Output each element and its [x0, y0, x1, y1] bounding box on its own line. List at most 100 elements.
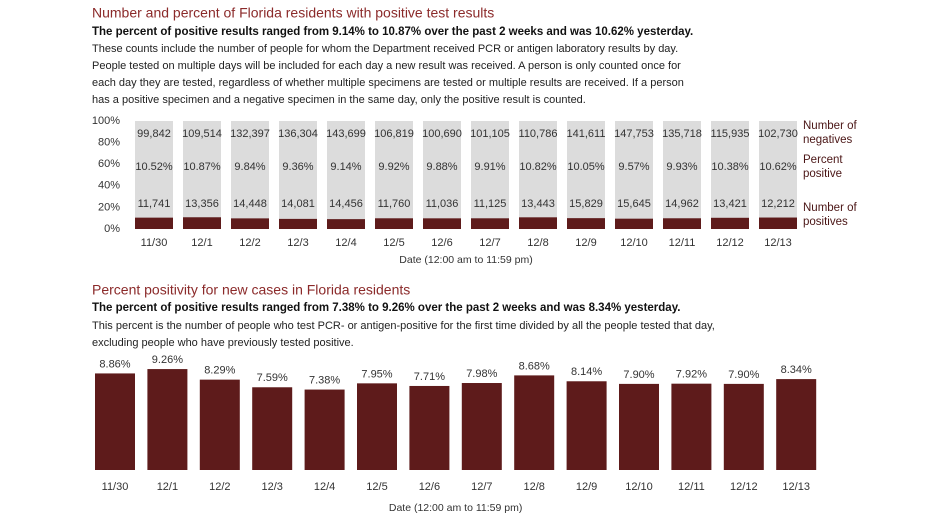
negatives-label: 141,611	[567, 128, 606, 140]
x-tick-label: 12/6	[431, 237, 452, 249]
section-subtitle: The percent of positive results ranged f…	[92, 26, 693, 38]
x-tick-label: 12/11	[669, 237, 696, 249]
x-tick-label: 12/6	[419, 481, 440, 493]
bar-track	[183, 121, 221, 229]
bar-track	[615, 121, 653, 229]
x-tick-label: 12/2	[209, 481, 230, 493]
value-label: 7.59%	[257, 372, 288, 384]
bar-track	[711, 121, 749, 229]
bar-track	[231, 121, 269, 229]
positives-label: 11,036	[426, 198, 459, 210]
positives-label: 12,212	[761, 198, 795, 210]
section-note: These counts include the number of peopl…	[92, 43, 678, 55]
bar-track	[423, 121, 461, 229]
x-axis-label: Date (12:00 am to 11:59 pm)	[399, 254, 532, 266]
bar-track	[759, 121, 797, 229]
bar-track	[663, 121, 701, 229]
percent-label: 10.87%	[183, 161, 221, 173]
bar-track	[471, 121, 509, 229]
bar	[375, 218, 413, 229]
bar	[461, 383, 502, 470]
value-label: 8.29%	[204, 365, 235, 377]
x-tick-label: 12/8	[527, 237, 548, 249]
positives-label: 15,645	[617, 198, 651, 210]
section-note: excluding people who have previously tes…	[92, 337, 354, 349]
bar	[619, 383, 659, 470]
positives-label: 13,421	[713, 198, 747, 210]
positives-label: 15,829	[569, 198, 603, 210]
percent-label: 9.36%	[282, 161, 313, 173]
positives-label: 14,962	[665, 198, 699, 210]
x-tick-label: 12/1	[157, 481, 178, 493]
bar	[231, 218, 269, 229]
x-tick-label: 12/7	[479, 237, 500, 249]
bar	[147, 369, 188, 470]
value-label: 7.38%	[309, 374, 340, 386]
negatives-label: 147,753	[614, 128, 654, 140]
percent-label: 9.93%	[666, 161, 697, 173]
bar	[519, 217, 557, 229]
negatives-label: 143,699	[326, 128, 366, 140]
percent-label: 10.38%	[711, 161, 749, 173]
negatives-label: 132,397	[230, 128, 270, 140]
value-label: 7.71%	[414, 371, 445, 383]
value-label: 7.95%	[361, 368, 392, 380]
y-tick-label: 40%	[98, 180, 120, 192]
value-label: 7.98%	[466, 368, 497, 380]
bar	[183, 217, 221, 229]
bar	[471, 218, 509, 229]
positives-label: 11,125	[474, 198, 507, 210]
positives-label: 13,356	[185, 198, 219, 210]
percent-label: 9.88%	[426, 161, 457, 173]
bar	[135, 217, 173, 229]
positives-label: 11,760	[378, 198, 411, 210]
bar	[671, 383, 712, 470]
positives-label: 13,443	[521, 198, 555, 210]
value-label: 8.14%	[571, 366, 602, 378]
bar	[199, 379, 240, 470]
x-tick-label: 12/10	[625, 481, 653, 493]
x-tick-label: 12/3	[287, 237, 308, 249]
section-note: This percent is the number of people who…	[92, 320, 715, 332]
bar	[514, 375, 555, 470]
x-tick-label: 12/13	[764, 237, 792, 249]
percent-label: 9.57%	[618, 161, 649, 173]
percent-label: 9.84%	[234, 161, 265, 173]
bar	[776, 379, 817, 470]
section-subtitle: The percent of positive results ranged f…	[92, 302, 680, 314]
percent-label: 9.91%	[474, 161, 505, 173]
x-tick-label: 12/11	[678, 481, 705, 493]
x-tick-label: 12/8	[523, 481, 544, 493]
percent-label: 9.92%	[378, 161, 409, 173]
x-tick-label: 12/4	[335, 237, 356, 249]
percent-label: 10.05%	[567, 161, 605, 173]
positives-label: 11,741	[138, 198, 171, 210]
value-label: 7.92%	[676, 369, 707, 381]
value-label: 7.90%	[623, 369, 654, 381]
bar	[567, 218, 605, 229]
x-tick-label: 12/5	[383, 237, 404, 249]
legend-negatives: Number of negatives	[803, 120, 857, 146]
y-tick-label: 20%	[98, 201, 120, 213]
bar	[409, 385, 450, 470]
negatives-label: 101,105	[470, 128, 510, 140]
bar-track	[279, 121, 317, 229]
bar	[327, 219, 365, 229]
negatives-label: 110,786	[519, 128, 558, 140]
x-tick-label: 12/7	[471, 481, 492, 493]
bar	[252, 387, 293, 470]
percent-label: 10.82%	[519, 161, 557, 173]
x-tick-label: 12/9	[576, 481, 597, 493]
bar-track	[375, 121, 413, 229]
positives-label: 14,448	[233, 198, 267, 210]
x-tick-label: 12/13	[782, 481, 810, 493]
negatives-label: 102,730	[758, 128, 798, 140]
negatives-label: 136,304	[278, 128, 318, 140]
x-tick-label: 12/9	[575, 237, 596, 249]
negatives-label: 99,842	[137, 128, 171, 140]
percent-label: 10.52%	[135, 161, 173, 173]
x-tick-label: 12/2	[239, 237, 260, 249]
value-label: 7.90%	[728, 369, 759, 381]
x-tick-label: 12/12	[716, 237, 744, 249]
